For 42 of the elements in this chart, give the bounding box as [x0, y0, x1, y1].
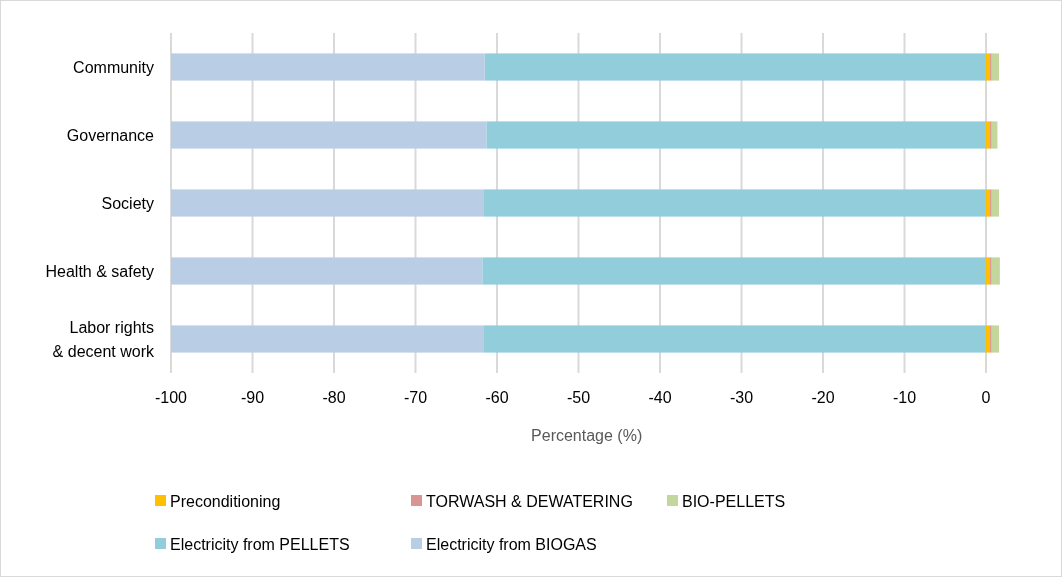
- bar: [483, 189, 986, 217]
- bar: [486, 121, 986, 149]
- x-tick-label: -10: [892, 389, 917, 406]
- x-tick-label: -70: [403, 389, 428, 406]
- bar: [986, 121, 991, 149]
- bar: [991, 257, 1000, 285]
- bar: [171, 121, 487, 149]
- bar: [482, 257, 986, 285]
- x-tick-label: -20: [811, 389, 835, 406]
- bar: [986, 189, 991, 217]
- bar: [986, 257, 991, 285]
- bar: [171, 53, 485, 81]
- bar: [483, 325, 986, 353]
- legend-label: TORWASH & DEWATERING: [426, 493, 633, 510]
- bar: [991, 53, 1000, 81]
- bar: [991, 121, 998, 149]
- x-tick-label: -30: [729, 389, 754, 406]
- x-tick-label: -60: [485, 389, 509, 406]
- bar: [171, 189, 484, 217]
- bar: [986, 53, 991, 81]
- y-tick-label: Society: [101, 195, 154, 212]
- x-tick-label: -100: [154, 389, 188, 406]
- bar: [171, 257, 483, 285]
- bar: [991, 189, 1000, 217]
- x-axis-title: Percentage (%): [531, 427, 643, 444]
- bar: [991, 325, 1000, 353]
- y-tick-label: Health & safety: [45, 263, 154, 280]
- y-tick-label: Community: [73, 59, 154, 76]
- bar: [986, 325, 991, 353]
- legend-label: Electricity from BIOGAS: [426, 536, 597, 553]
- x-tick-label: -50: [566, 389, 591, 406]
- x-tick-label: -90: [240, 389, 265, 406]
- legend-label: Preconditioning: [170, 493, 281, 510]
- x-tick-label: 0: [981, 389, 991, 406]
- x-tick-label: -40: [648, 389, 672, 406]
- x-tick-label: -80: [322, 389, 346, 406]
- legend-label: Electricity from PELLETS: [170, 536, 350, 553]
- y-tick-label: Governance: [66, 127, 155, 144]
- y-tick-label: Labor rights & decent work: [52, 319, 155, 360]
- legend-label: BIO-PELLETS: [682, 493, 786, 510]
- bar: [484, 53, 986, 81]
- bar: [171, 325, 484, 353]
